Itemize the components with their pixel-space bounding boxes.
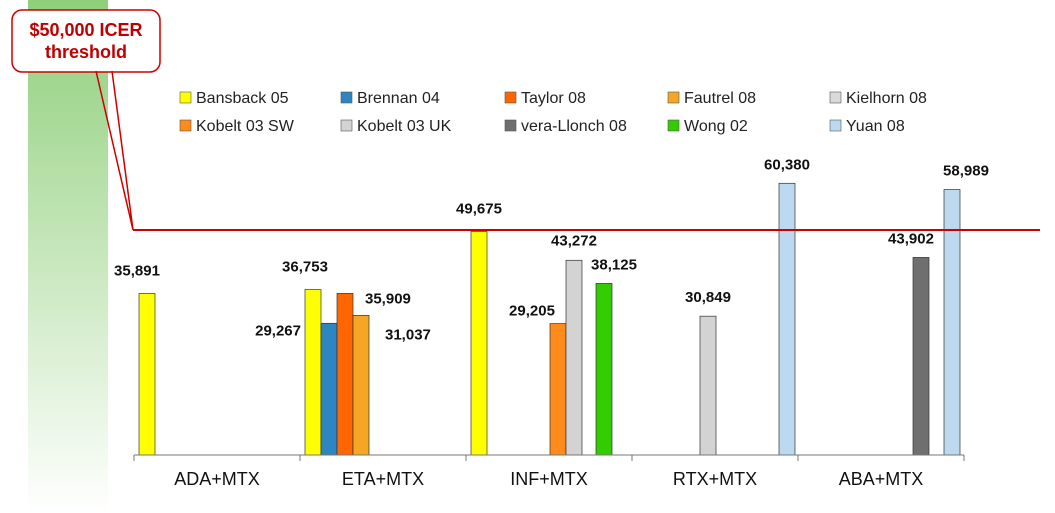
legend-label-kobelt-03-sw: Kobelt 03 SW (196, 118, 295, 135)
legend-label-bansback-05: Bansback 05 (196, 90, 289, 107)
legend-swatch-vera-llonch-08 (504, 119, 517, 132)
value-labels: 35,891 36,753 29,267 35,909 31,037 49,675 29,2… (114, 156, 989, 343)
category-label-aba-mtx: ABA+MTX (839, 469, 924, 489)
data-label-bansback-05-ada-mtx: 35,891 (114, 262, 160, 279)
legend-label-yuan-08: Yuan 08 (846, 118, 905, 135)
decorative-band (28, 0, 108, 513)
data-label-yuan-08-rtx-mtx: 60,380 (764, 156, 810, 173)
bar-bansback-05-ada-mtx (138, 293, 156, 456)
data-label-kobelt-03-uk-inf-mtx: 43,272 (551, 232, 597, 249)
category-label-rtx-mtx: RTX+MTX (673, 469, 757, 489)
bar-kobelt-03-sw-inf-mtx (549, 323, 567, 456)
category-label-ada-mtx: ADA+MTX (174, 469, 260, 489)
data-label-fautrel-08-eta-mtx: 31,037 (385, 326, 431, 343)
bar-wong-02-inf-mtx (595, 283, 613, 456)
legend-swatch-fautrel-08 (667, 91, 680, 104)
legend-swatch-kielhorn-08 (829, 91, 842, 104)
bar-bansback-05-inf-mtx (470, 231, 488, 456)
legend-swatch-wong-02 (667, 119, 680, 132)
category-label-eta-mtx: ETA+MTX (342, 469, 424, 489)
legend-label-kobelt-03-uk: Kobelt 03 UK (357, 118, 452, 135)
bar-vera-llonch-08-aba-mtx (912, 257, 930, 456)
legend-swatch-brennan-04 (340, 91, 353, 104)
bar-fautrel-08-eta-mtx (352, 314, 370, 456)
callout-text-line-1: $50,000 ICER (29, 20, 142, 40)
legend-label-brennan-04: Brennan 04 (357, 90, 440, 107)
legend-label-taylor-08: Taylor 08 (521, 90, 586, 107)
bar-kobelt-03-uk-inf-mtx (565, 259, 583, 456)
category-label-inf-mtx: INF+MTX (510, 469, 588, 489)
legend-swatch-taylor-08 (504, 91, 517, 104)
callout-text-line-2: threshold (45, 42, 127, 62)
legend-label-kielhorn-08: Kielhorn 08 (846, 90, 927, 107)
data-label-bansback-05-inf-mtx: 49,675 (456, 200, 502, 217)
legend-swatch-yuan-08 (829, 119, 842, 132)
data-label-yuan-08-aba-mtx: 58,989 (943, 163, 989, 180)
bar-taylor-08-eta-mtx (336, 293, 354, 456)
legend-label-fautrel-08: Fautrel 08 (684, 90, 756, 107)
bars (138, 182, 961, 456)
legend-swatch-kobelt-03-sw (179, 119, 192, 132)
callout-pointer (95, 70, 134, 231)
legend-label-vera-llonch-08: vera-Llonch 08 (521, 118, 627, 135)
bar-yuan-08-rtx-mtx (778, 182, 796, 456)
legend-swatch-bansback-05 (179, 91, 192, 104)
bar-kobelt-03-uk-rtx-mtx (699, 315, 717, 456)
legend-swatch-kobelt-03-uk (340, 119, 353, 132)
legend: Bansback 05 Brennan 04 Taylor 08 Fautrel 08… (179, 90, 927, 135)
data-label-vera-llonch-08-aba-mtx: 43,902 (888, 230, 934, 247)
x-axis: ADA+MTX ETA+MTX INF+MTX RTX+MTX ABA+MTX (133, 454, 965, 489)
data-label-kobelt-03-uk-rtx-mtx: 30,849 (685, 289, 731, 306)
data-label-brennan-04-eta-mtx: 29,267 (255, 322, 301, 339)
data-label-kobelt-03-sw-inf-mtx: 29,205 (509, 303, 555, 320)
legend-label-wong-02: Wong 02 (684, 118, 748, 135)
data-label-bansback-05-eta-mtx: 36,753 (282, 259, 328, 276)
data-label-taylor-08-eta-mtx: 35,909 (365, 290, 411, 307)
data-label-wong-02-inf-mtx: 38,125 (591, 256, 637, 273)
bar-brennan-04-eta-mtx (320, 322, 338, 456)
bar-bansback-05-eta-mtx (304, 289, 322, 456)
callout-box (11, 9, 161, 73)
